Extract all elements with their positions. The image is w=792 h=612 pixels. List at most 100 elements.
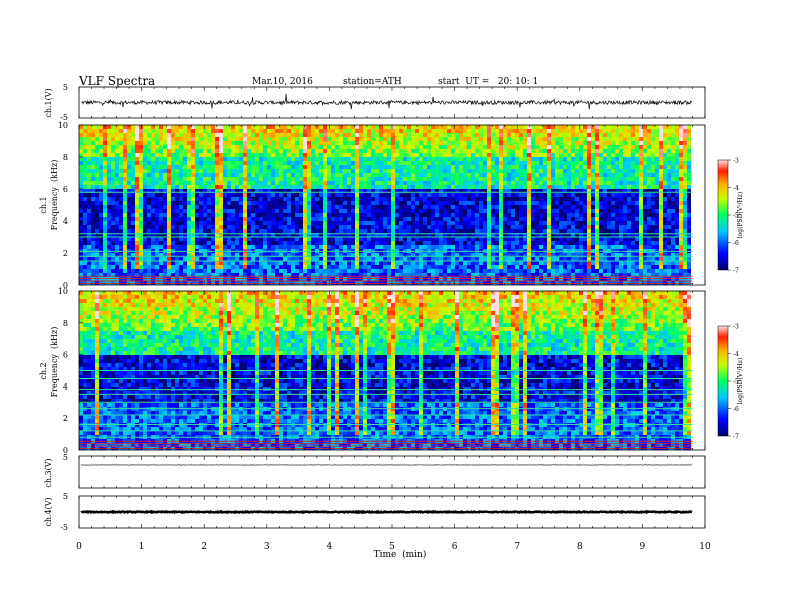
spectrogram-cell xyxy=(87,201,91,205)
spectrogram-cell xyxy=(631,225,635,229)
spectrogram-cell xyxy=(299,185,303,189)
spectrogram-cell xyxy=(235,221,239,225)
spectrogram-cell xyxy=(311,177,315,181)
spectrogram-cell xyxy=(575,205,579,209)
spectrogram-cell xyxy=(555,241,559,245)
spectrogram-cell xyxy=(87,173,91,177)
spectrogram-cell xyxy=(327,169,331,173)
spectrogram-cell xyxy=(427,233,431,237)
spectrogram-cell xyxy=(659,209,663,213)
spectrogram-cell xyxy=(347,137,351,141)
spectrogram-cell xyxy=(95,125,99,129)
spectrogram-cell xyxy=(347,129,351,133)
spectrogram-cell xyxy=(95,193,99,197)
spectrogram-cell xyxy=(219,213,223,217)
spectrogram-cell xyxy=(639,177,643,181)
spectrogram-cell xyxy=(279,133,283,137)
spectrogram-cell xyxy=(475,177,479,181)
spectrogram-cell xyxy=(543,125,547,129)
spectrogram-cell xyxy=(491,145,495,149)
spectrogram-cell xyxy=(287,237,291,241)
spectrogram-cell xyxy=(315,197,319,201)
spectrogram-cell xyxy=(603,213,607,217)
spectrogram-cell xyxy=(543,157,547,161)
spectrogram-cell xyxy=(411,177,415,181)
spectrogram-cell xyxy=(459,181,463,185)
spectrogram-cell xyxy=(231,165,235,169)
spectrogram-cell xyxy=(135,157,139,161)
spectrogram-cell xyxy=(219,181,223,185)
spectrogram-cell xyxy=(443,193,447,197)
spectrogram-cell xyxy=(463,137,467,141)
spectrogram-cell xyxy=(687,165,691,169)
spectrogram-cell xyxy=(387,225,391,229)
spectrogram-cell xyxy=(439,241,443,245)
spectrogram-cell xyxy=(299,173,303,177)
spectrogram-cell xyxy=(587,189,591,193)
spectrogram-cell xyxy=(647,169,651,173)
spectrogram-cell xyxy=(355,173,359,177)
spectrogram-cell xyxy=(427,237,431,241)
spectrogram-cell xyxy=(307,181,311,185)
spectrogram-cell xyxy=(439,157,443,161)
spectrogram-cell xyxy=(243,129,247,133)
spectrogram-cell xyxy=(291,217,295,221)
spectrogram-cell xyxy=(659,217,663,221)
spectrogram-cell xyxy=(211,197,215,201)
spectrogram-cell xyxy=(263,217,267,221)
spectrogram-cell xyxy=(607,141,611,145)
spectrogram-cell xyxy=(615,173,619,177)
spectrogram-cell xyxy=(187,153,191,157)
spectrogram-cell xyxy=(479,233,483,237)
spectrogram-cell xyxy=(319,165,323,169)
spectrogram-cell xyxy=(479,161,483,165)
spectrogram-cell xyxy=(635,145,639,149)
spectrogram-cell xyxy=(423,173,427,177)
spectrogram-cell xyxy=(423,193,427,197)
spectrogram-cell xyxy=(619,217,623,221)
spectrogram-cell xyxy=(331,129,335,133)
spectrogram-cell xyxy=(115,165,119,169)
spectrogram-cell xyxy=(647,217,651,221)
spectrogram-cell xyxy=(479,133,483,137)
spectrogram-cell xyxy=(467,177,471,181)
spectrogram-cell xyxy=(255,141,259,145)
spectrogram-cell xyxy=(391,185,395,189)
spectrogram-cell xyxy=(311,245,315,249)
spectrogram-cell xyxy=(463,233,467,237)
spectrogram-cell xyxy=(531,125,535,129)
spectrogram-cell xyxy=(119,213,123,217)
spectrogram-cell xyxy=(183,173,187,177)
spectrogram-cell xyxy=(107,165,111,169)
spectrogram-cell xyxy=(463,245,467,249)
spectrogram-cell xyxy=(667,193,671,197)
spectrogram-cell xyxy=(407,145,411,149)
spectrogram-cell xyxy=(251,173,255,177)
spectrogram-cell xyxy=(203,221,207,225)
spectrogram-cell xyxy=(603,197,607,201)
spectrogram-cell xyxy=(95,245,99,249)
spectrogram-cell xyxy=(247,217,251,221)
spectrogram-cell xyxy=(579,233,583,237)
spectrogram-cell xyxy=(299,217,303,221)
spectrogram-cell xyxy=(127,205,131,209)
spectrogram-cell xyxy=(499,217,503,221)
spectrogram-cell xyxy=(379,161,383,165)
spectrogram-cell xyxy=(103,161,107,165)
spectrogram-cell xyxy=(107,141,111,145)
spectrogram-cell xyxy=(223,213,227,217)
spectrogram-cell xyxy=(579,133,583,137)
spectrogram-cell xyxy=(251,145,255,149)
spectrogram-cell xyxy=(491,141,495,145)
spectrogram-cell xyxy=(527,237,531,241)
spectrogram-cell xyxy=(95,229,99,233)
spectrogram-cell xyxy=(679,133,683,137)
spectrogram-cell xyxy=(291,181,295,185)
spectrogram-cell xyxy=(619,205,623,209)
spectrogram-cell xyxy=(483,245,487,249)
spectrogram-cell xyxy=(567,153,571,157)
spectrogram-cell xyxy=(543,213,547,217)
spectrogram-cell xyxy=(171,185,175,189)
spectrogram-cell xyxy=(431,165,435,169)
spectrogram-cell xyxy=(339,197,343,201)
